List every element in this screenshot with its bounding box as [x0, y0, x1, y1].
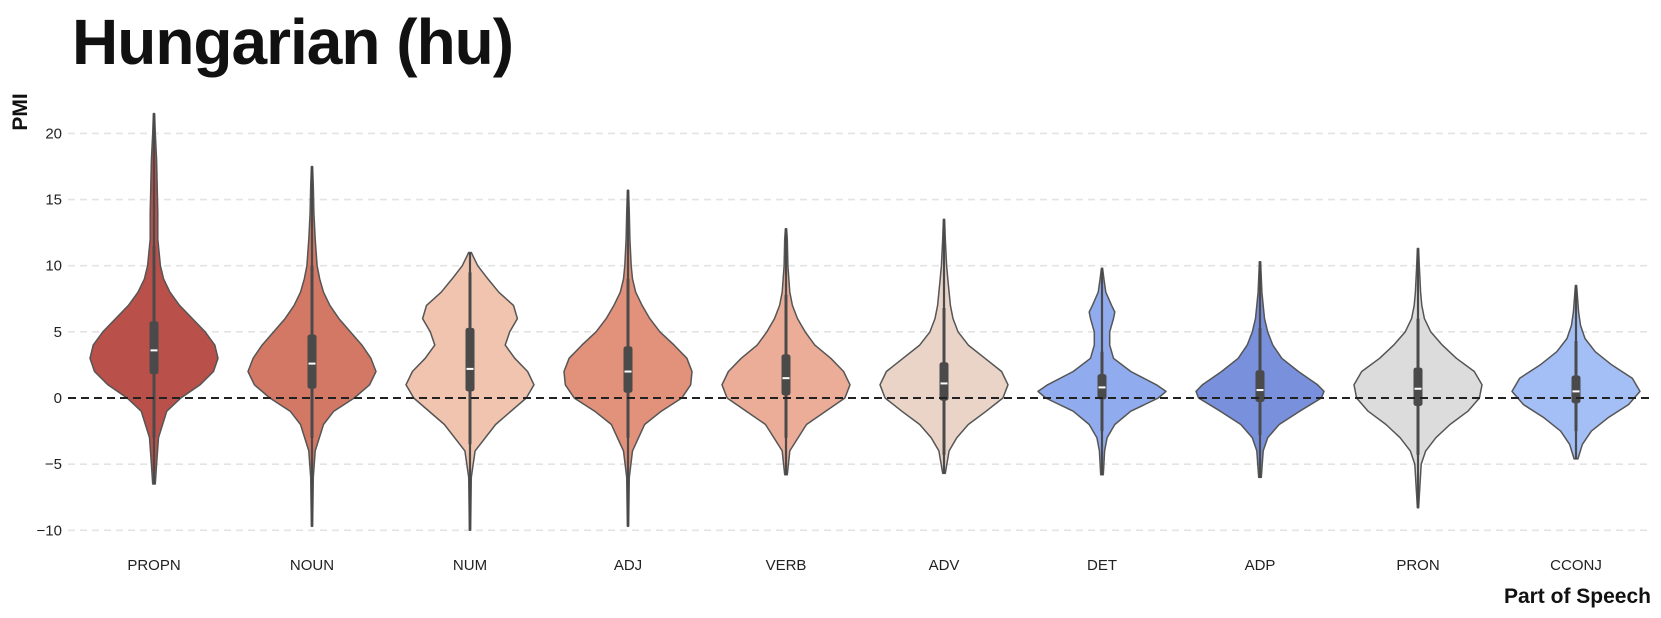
- y-tick-label: 0: [54, 390, 62, 407]
- violin-num: [405, 251, 535, 532]
- x-tick-label: PRON: [1396, 557, 1439, 574]
- violin-iqr-box: [1413, 367, 1423, 406]
- y-axis-title: PMI: [9, 93, 32, 130]
- violin-pron: [1353, 247, 1483, 509]
- violin-noun: [247, 165, 377, 528]
- violin-verb: [721, 227, 851, 476]
- y-tick-label: 10: [45, 258, 62, 275]
- violin-det: [1037, 267, 1167, 476]
- x-tick-label: DET: [1087, 557, 1117, 574]
- violin-adp: [1195, 260, 1325, 479]
- x-tick-label: CCONJ: [1550, 557, 1602, 574]
- violin-iqr-box: [149, 321, 159, 375]
- violin-iqr-box: [781, 354, 791, 396]
- y-tick-labels: −10 −5 0 5 10 15 20: [37, 125, 62, 539]
- violin-cconj: [1511, 284, 1641, 460]
- x-tick-label: ADV: [929, 557, 960, 574]
- x-tick-label: VERB: [766, 557, 807, 574]
- violin-adv: [879, 218, 1009, 475]
- y-tick-label: 20: [45, 125, 62, 142]
- x-tick-label: ADP: [1245, 557, 1276, 574]
- x-tick-label: NOUN: [290, 557, 334, 574]
- violin-iqr-box: [623, 346, 633, 393]
- category-labels: PROPN NOUN NUM ADJ VERB ADV DET ADP PRON CCONJ: [127, 557, 1602, 574]
- violin-layer: [89, 112, 1641, 532]
- y-tick-label: −5: [45, 456, 62, 473]
- violin-iqr-box: [939, 362, 949, 401]
- violin-propn: [89, 112, 219, 485]
- y-tick-label: −10: [37, 522, 62, 539]
- y-tick-label: 5: [54, 324, 62, 341]
- violin-iqr-box: [1255, 370, 1265, 402]
- violin-iqr-box: [465, 327, 475, 392]
- x-tick-label: PROPN: [127, 557, 180, 574]
- y-tick-label: 15: [45, 192, 62, 209]
- chart-title: Hungarian (hu): [72, 6, 514, 78]
- x-tick-label: NUM: [453, 557, 487, 574]
- x-axis-title: Part of Speech: [1504, 585, 1651, 608]
- x-tick-label: ADJ: [614, 557, 642, 574]
- violin-adj: [563, 189, 693, 528]
- violin-iqr-box: [307, 334, 317, 389]
- violin-iqr-box: [1571, 375, 1581, 404]
